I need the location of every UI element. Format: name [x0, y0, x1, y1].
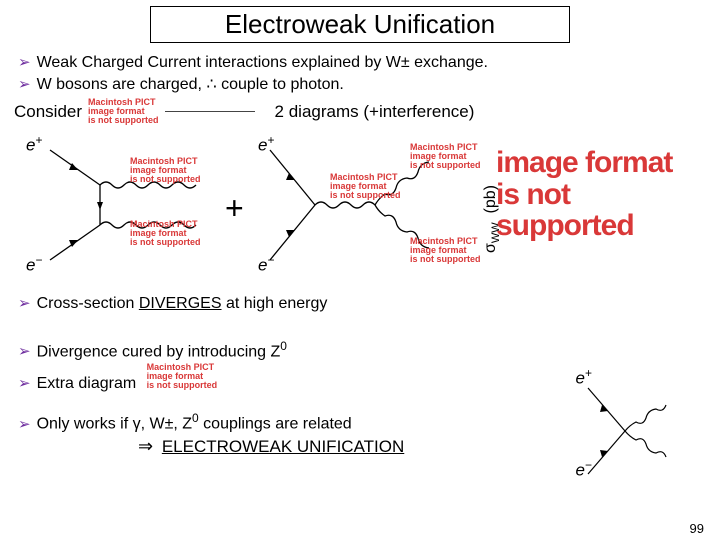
- page-title: Electroweak Unification: [225, 9, 495, 39]
- pict-error-icon: Macintosh PICTimage formatis not support…: [410, 237, 481, 264]
- pict-error-icon: Macintosh PICTimage formatis not support…: [130, 220, 201, 247]
- bullet-item: ➢ Divergence cured by introducing Z0: [18, 339, 720, 361]
- eminus-label: e−: [576, 458, 592, 481]
- bullet-item: ➢ Cross-section DIVERGES at high energy: [18, 294, 720, 313]
- pict-error-icon: Macintosh PICTimage formatis not support…: [330, 173, 401, 200]
- top-bullet-list: ➢ Weak Charged Current interactions expl…: [18, 53, 720, 94]
- double-arrow-icon: ⇒: [138, 436, 153, 456]
- blank-underline: [165, 111, 255, 112]
- title-box: Electroweak Unification: [150, 6, 570, 43]
- feynman-diagram-3: [580, 376, 690, 486]
- consider-row: Consider Macintosh PICTimage formatis no…: [14, 98, 720, 125]
- plus-symbol: +: [225, 190, 244, 227]
- conclusion-text: ELECTROWEAK UNIFICATION: [162, 437, 404, 456]
- bullet-item: ➢ W bosons are charged, ∴ couple to phot…: [18, 74, 720, 94]
- diagram-row: e+ e− Macintosh PICTimage formatis not s…: [10, 125, 710, 290]
- eplus-label: e+: [258, 133, 274, 156]
- eminus-label: e−: [258, 253, 274, 276]
- feynman-diagram-1: [40, 130, 220, 280]
- bullet-text: Only works if γ, W±, Z0 couplings are re…: [37, 411, 352, 433]
- bullet-item: ➢ Weak Charged Current interactions expl…: [18, 53, 720, 72]
- bullet-text: Weak Charged Current interactions explai…: [37, 54, 488, 72]
- eminus-label: e−: [26, 253, 42, 276]
- eplus-label: e+: [576, 366, 592, 389]
- pict-error-icon: Macintosh PICTimage formatis not support…: [88, 98, 159, 125]
- triangle-icon: ➢: [18, 53, 31, 71]
- pict-error-icon: Macintosh PICTimage formatis not support…: [130, 157, 201, 184]
- pict-error-large: image formatis notsupported: [496, 147, 716, 242]
- triangle-icon: ➢: [18, 374, 31, 392]
- bullet-text: Extra diagram Macintosh PICTimage format…: [37, 363, 218, 393]
- triangle-icon: ➢: [18, 342, 31, 360]
- two-diagrams-label: 2 diagrams (+interference): [275, 102, 475, 122]
- bullet-text: W bosons are charged, ∴ couple to photon…: [37, 74, 344, 94]
- triangle-icon: ➢: [18, 294, 31, 312]
- triangle-icon: ➢: [18, 415, 31, 433]
- bullet-text: Divergence cured by introducing Z0: [37, 339, 287, 361]
- pict-error-icon: Macintosh PICTimage formatis not support…: [147, 363, 218, 390]
- pict-error-icon: Macintosh PICTimage formatis not support…: [410, 143, 481, 170]
- triangle-icon: ➢: [18, 75, 31, 93]
- consider-label: Consider: [14, 102, 82, 122]
- eplus-label: e+: [26, 133, 42, 156]
- page-number: 99: [690, 521, 704, 536]
- bullet-text: Cross-section DIVERGES at high energy: [37, 295, 328, 313]
